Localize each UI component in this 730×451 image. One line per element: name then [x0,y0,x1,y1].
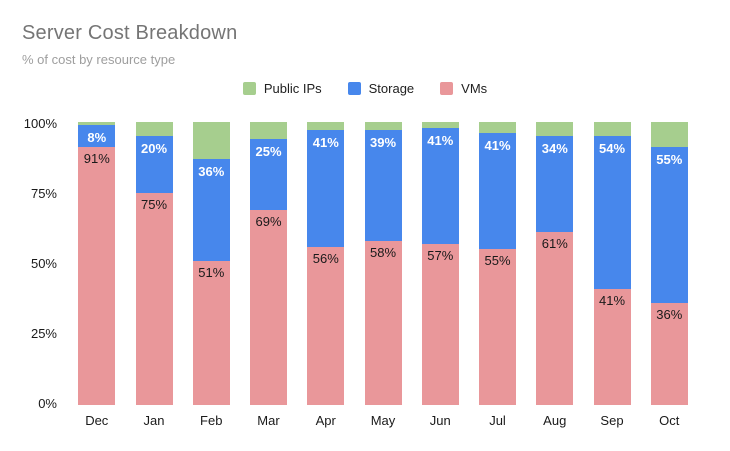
storage-value-label: 54% [598,141,626,157]
segment-public-ips [192,122,230,159]
vms-value-label: 41% [598,292,626,308]
x-axis-tick-mar: Mar [257,413,280,428]
segment-vms: 56% [307,246,345,405]
storage-value-label: 55% [656,152,683,168]
segment-vms: 58% [364,240,402,405]
legend-label: VMs [461,81,488,96]
chart-title: Server Cost Breakdown [22,22,238,44]
bar-group-feb: 36% 51% Feb [192,122,230,428]
segment-storage: 41% [421,127,459,244]
vms-value-label: 56% [312,250,339,266]
chart-subtitle: % of cost by resource type [22,52,176,67]
legend: Public IPs Storage VMs [0,81,730,96]
storage-value-label: 39% [369,135,397,151]
x-axis-tick-aug: Aug [543,413,567,428]
x-axis-tick-jul: Jul [489,413,506,428]
bar-group-jun: 41% 57% Jun [421,122,459,428]
segment-storage: 41% [307,130,345,247]
storage-value-label: 20% [140,141,168,157]
bar-group-dec: 8% 91% Dec [78,122,116,428]
legend-item-public-ips: Public IPs [242,81,322,96]
segment-public-ips [307,122,345,131]
legend-label: Storage [368,81,415,96]
x-axis-tick-dec: Dec [85,413,109,428]
storage-value-label: 34% [541,141,568,157]
storage-value-label: 8% [87,129,107,145]
vms-value-label: 36% [656,307,683,323]
segment-vms: 55% [479,249,516,405]
storage-value-label: 41% [427,132,454,148]
y-axis-tick: 50% [30,256,57,271]
bar-group-apr: 41% 56% Apr [307,122,345,428]
segment-vms: 51% [192,260,230,405]
segment-public-ips [364,122,402,131]
segment-storage: 41% [479,133,516,250]
bar-group-mar: 25% 69% Mar [250,122,287,428]
bar-group-sep: 54% 41% Sep [593,122,631,428]
segment-public-ips [78,122,116,125]
segment-storage: 25% [250,138,287,210]
x-axis-tick-sep: Sep [600,413,624,428]
x-axis-tick-jan: Jan [143,413,165,428]
y-axis-tick: 0% [38,396,57,411]
storage-value-label: 41% [484,138,511,154]
segment-public-ips [593,122,631,137]
segment-vms: 91% [78,147,116,405]
x-axis-tick-feb: Feb [200,413,223,428]
vms-value-label: 75% [140,196,168,212]
x-axis-tick-oct: Oct [659,413,680,428]
vms-value-label: 91% [83,151,110,167]
bar-group-oct: 55% 36% Oct [650,122,688,428]
segment-storage: 34% [536,136,574,233]
legend-swatch-storage [347,82,361,95]
legend-swatch-public-ips [242,82,256,95]
segment-public-ips [250,122,287,139]
segment-public-ips [421,122,459,128]
segment-storage: 39% [364,130,402,241]
bar-group-jul: 41% 55% Jul [479,122,516,428]
segment-public-ips [479,122,516,134]
storage-value-label: 25% [255,143,282,159]
segment-vms: 36% [650,303,688,405]
vms-value-label: 55% [484,253,511,269]
legend-item-vms: VMs [440,81,487,96]
segment-storage: 54% [593,136,631,289]
vms-value-label: 51% [198,264,225,280]
legend-item-storage: Storage [347,81,415,96]
legend-label: Public IPs [263,81,322,96]
segment-storage: 36% [192,158,230,261]
vms-value-label: 58% [369,244,397,260]
segment-public-ips [650,122,688,148]
segment-vms: 57% [421,243,459,405]
plot-area: 8% 91% Dec 20% 75% Jan 36% 51% Feb 25% 69% Mar 41% 56… [58,122,708,428]
y-axis-tick: 100% [23,116,57,131]
bar-group-may: 39% 58% May [364,122,402,428]
y-axis-tick: 75% [30,186,57,201]
segment-public-ips [135,122,173,137]
segment-vms: 69% [250,209,287,405]
segment-vms: 41% [593,288,631,405]
y-axis-tick: 25% [30,326,57,341]
segment-public-ips [536,122,574,137]
segment-storage: 8% [78,124,116,148]
segment-vms: 61% [536,232,574,405]
vms-value-label: 57% [427,247,454,263]
legend-swatch-vms [440,82,454,95]
x-axis-tick-jun: Jun [429,413,451,428]
storage-value-label: 36% [198,163,225,179]
x-axis-tick-may: May [370,413,396,428]
x-axis-tick-apr: Apr [315,413,336,428]
vms-value-label: 61% [541,236,568,252]
bar-group-jan: 20% 75% Jan [135,122,173,428]
segment-vms: 75% [135,192,173,405]
storage-value-label: 41% [312,135,339,151]
segment-storage: 55% [650,147,688,304]
vms-value-label: 69% [255,213,282,229]
bar-group-aug: 34% 61% Aug [536,122,574,428]
y-axis: 0% 25% 50% 75% 100% [0,0,57,451]
segment-storage: 20% [135,136,173,193]
